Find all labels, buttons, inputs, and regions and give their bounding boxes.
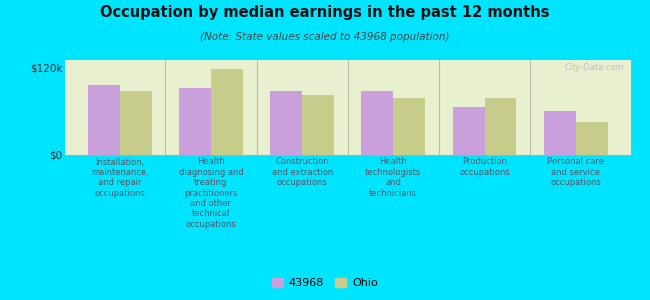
Bar (576, 122, 608, 154)
Bar (302, 95, 334, 154)
Legend: 43968, Ohio: 43968, Ohio (268, 274, 382, 293)
Text: Construction
and extraction
occupations: Construction and extraction occupations (272, 158, 333, 187)
Text: City-Data.com: City-Data.com (565, 63, 625, 72)
Bar (484, 98, 517, 154)
Bar (544, 111, 576, 154)
Bar (361, 91, 393, 154)
Text: Occupation by median earnings in the past 12 months: Occupation by median earnings in the pas… (100, 4, 550, 20)
Text: Health
diagnosing and
treating
practitioners
and other
technical
occupations: Health diagnosing and treating practitio… (179, 158, 243, 229)
Bar (211, 69, 243, 154)
Text: Production
occupations: Production occupations (459, 158, 510, 177)
Bar (393, 98, 425, 154)
Bar (179, 88, 211, 154)
Text: Installation,
maintenance,
and repair
occupations: Installation, maintenance, and repair oc… (91, 158, 149, 198)
Bar (270, 91, 302, 154)
Text: (Note: State values scaled to 43968 population): (Note: State values scaled to 43968 popu… (200, 32, 450, 41)
Text: Personal care
and service
occupations: Personal care and service occupations (547, 158, 604, 187)
Bar (88, 85, 120, 154)
Text: Health
technologists
and
technicians: Health technologists and technicians (365, 158, 421, 198)
Bar (452, 107, 484, 154)
Bar (120, 91, 151, 154)
